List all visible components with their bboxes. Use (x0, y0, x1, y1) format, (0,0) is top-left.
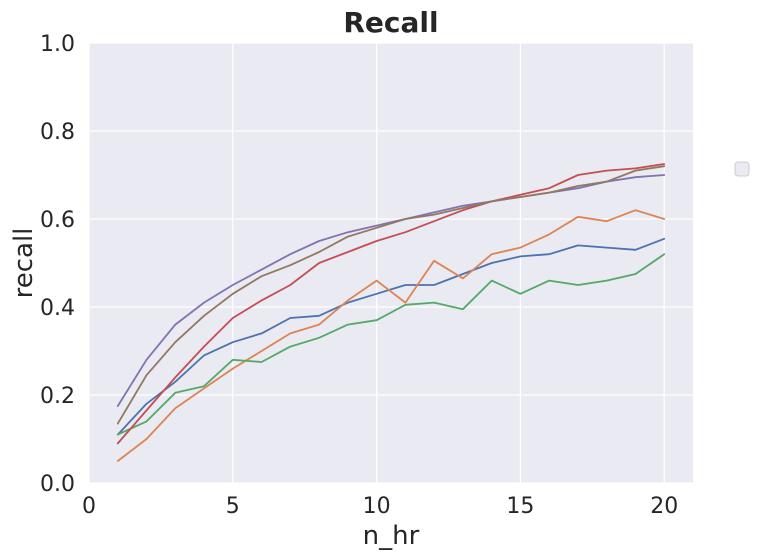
y-tick-label: 0.6 (40, 208, 75, 233)
x-tick-label: 5 (226, 494, 240, 519)
x-tick-label: 0 (82, 494, 96, 519)
series-lines (116, 163, 666, 462)
y-tick-label: 0.0 (40, 472, 75, 497)
series-line-6 (116, 165, 666, 425)
x-tick-label: 10 (363, 494, 391, 519)
chart-title: Recall (343, 6, 438, 39)
x-tick-label: 15 (506, 494, 534, 519)
gridlines (88, 42, 693, 484)
y-tick-label: 0.4 (40, 296, 75, 321)
plot-area (89, 43, 693, 483)
series-line-3 (116, 253, 666, 436)
y-axis-label: recall (9, 228, 39, 299)
y-tick-label: 0.2 (40, 384, 75, 409)
series-line-4 (116, 163, 666, 445)
series-line-1 (116, 237, 666, 436)
legend-box (734, 161, 750, 177)
x-axis-label: n_hr (363, 521, 420, 551)
tick-labels: 0.0 0.2 0.4 0.6 0.8 1.0 0 5 10 15 20 (40, 32, 678, 519)
x-tick-label: 20 (650, 494, 678, 519)
y-tick-label: 1.0 (40, 32, 75, 57)
y-tick-label: 0.8 (40, 120, 75, 145)
series-line-5 (116, 174, 666, 407)
series-line-2 (116, 209, 666, 462)
